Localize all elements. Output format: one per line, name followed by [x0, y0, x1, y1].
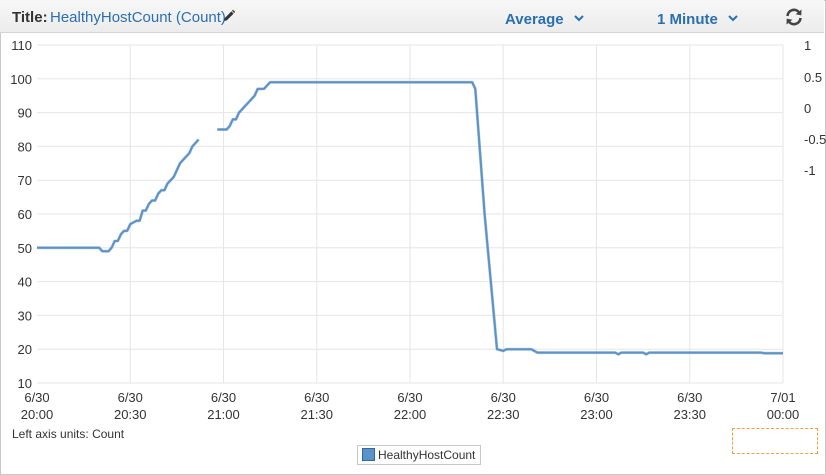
pencil-icon[interactable] — [222, 9, 236, 28]
series-line-HealthyHostCount — [37, 138, 200, 253]
statistic-dropdown[interactable]: Average — [505, 9, 584, 28]
right-y-tick-label: -0.5 — [804, 132, 826, 147]
legend[interactable]: HealthyHostCount — [357, 445, 482, 465]
x-tick-time: 20:00 — [21, 407, 54, 422]
x-tick-time: 23:30 — [673, 407, 706, 422]
left-axis-units: Left axis units: Count — [12, 427, 124, 441]
title-value[interactable]: HealthyHostCount (Count) — [50, 9, 226, 26]
y-tick-label: 90 — [18, 106, 32, 121]
right-y-tick-label: -1 — [804, 163, 816, 178]
left-axis-units-label: Left axis units: — [12, 427, 89, 441]
y-tick-label: 10 — [18, 376, 32, 391]
x-tick-date: 6/30 — [118, 390, 143, 405]
y-tick-label: 20 — [18, 342, 32, 357]
chart-grid — [37, 44, 784, 384]
right-y-tick-label: 1 — [804, 38, 811, 53]
y-tick-label: 30 — [18, 308, 32, 323]
x-tick-time: 23:00 — [580, 407, 613, 422]
period-dropdown[interactable]: 1 Minute — [657, 9, 738, 28]
series-lines — [37, 80, 783, 356]
statistic-value: Average — [505, 11, 564, 28]
x-tick-date: 6/30 — [584, 390, 609, 405]
selection-box — [732, 428, 818, 454]
chevron-down-icon — [728, 9, 738, 26]
x-tick-date: 7/01 — [770, 390, 795, 405]
x-tick-time: 21:30 — [300, 407, 333, 422]
x-tick-date: 6/30 — [211, 390, 236, 405]
x-tick-time: 20:30 — [114, 407, 147, 422]
x-tick-time: 21:00 — [207, 407, 240, 422]
series-line-HealthyHostCount — [217, 81, 783, 356]
x-tick-date: 6/30 — [491, 390, 516, 405]
left-axis-units-value: Count — [92, 427, 125, 441]
y-tick-label: 80 — [18, 139, 32, 154]
left-axis-ticks: 110 100 90 80 70 60 50 40 30 20 10 — [10, 38, 32, 391]
y-tick-label: 110 — [11, 38, 32, 53]
y-tick-label: 70 — [18, 173, 32, 188]
widget-header: Title: HealthyHostCount (Count) Average … — [0, 0, 824, 33]
y-tick-label: 50 — [18, 241, 32, 256]
x-tick-time: 00:00 — [767, 407, 800, 422]
x-tick-date: 6/30 — [397, 390, 422, 405]
legend-label: HealthyHostCount — [378, 448, 476, 462]
chevron-down-icon — [573, 9, 584, 26]
x-tick-date: 6/30 — [24, 390, 49, 405]
legend-swatch — [362, 448, 375, 461]
x-axis-ticks: 6/30 20:00 6/30 20:30 6/30 21:00 6/30 21:30 6/30… — [21, 390, 800, 422]
y-tick-label: 60 — [18, 207, 32, 222]
x-tick-date: 6/30 — [677, 390, 702, 405]
period-value: 1 Minute — [657, 11, 718, 28]
series-line-shadow — [37, 138, 200, 253]
series-line-shadow — [217, 80, 783, 356]
title-label: Title: — [12, 9, 48, 26]
x-tick-time: 22:30 — [487, 407, 520, 422]
right-y-tick-label: 0 — [804, 101, 811, 116]
x-tick-time: 22:00 — [394, 407, 427, 422]
refresh-icon[interactable] — [784, 7, 804, 32]
right-axis-ticks: 1 0.5 0 -0.5 -1 — [804, 38, 826, 178]
x-tick-date: 6/30 — [304, 390, 329, 405]
right-y-tick-label: 0.5 — [804, 70, 822, 85]
y-tick-label: 40 — [18, 275, 32, 290]
y-tick-label: 100 — [10, 72, 32, 87]
